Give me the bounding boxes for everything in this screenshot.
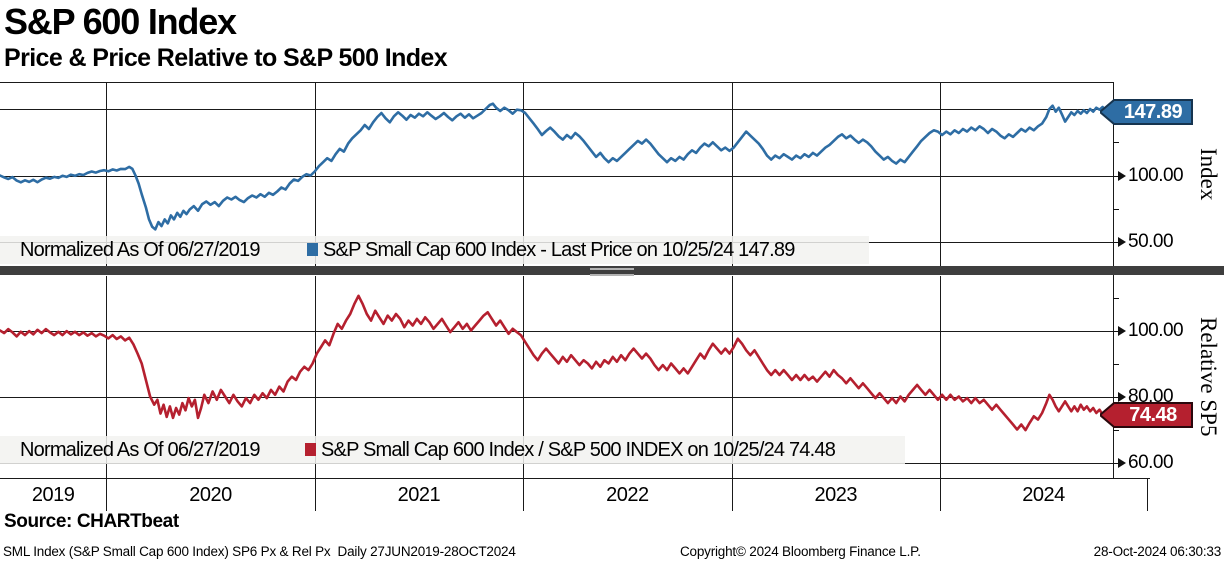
page-title: S&P 600 Index	[4, 1, 237, 42]
y-tick-label: 60.00	[1128, 451, 1174, 473]
y-axis-title-relative: Relative SP5	[1196, 317, 1221, 437]
y-tick-major	[1113, 330, 1120, 332]
x-tick-label: 2024	[1022, 484, 1065, 506]
y-gridline	[0, 396, 1113, 398]
y-tick-label: 50.00	[1128, 231, 1174, 253]
panel-splitter[interactable]	[0, 266, 1224, 275]
badge-arrow-shape	[1100, 98, 1193, 125]
y-tick-arrow-icon	[1118, 457, 1126, 468]
y-tick-major	[1113, 396, 1120, 398]
y-gridline	[0, 330, 1113, 332]
last-price-badge-index: 147.89	[1100, 98, 1194, 125]
x-tick-label: 2021	[397, 484, 441, 506]
year-gridline	[940, 276, 941, 478]
y-axis-title-index: Index	[1196, 147, 1221, 201]
x-tick-label: 2022	[606, 484, 649, 506]
y-tick-major	[1113, 175, 1120, 177]
legend-swatch-relative-icon	[305, 443, 316, 456]
y-axis-line	[1113, 82, 1114, 478]
y-tick-minor	[1113, 363, 1119, 365]
legend-normalized-label: Normalized As Of 06/27/2019	[20, 439, 260, 461]
legend-swatch-price-icon	[307, 243, 318, 256]
splitter-drag-handle-icon[interactable]	[590, 268, 634, 276]
x-tick-label: 2020	[189, 484, 232, 506]
legend-series-label-price: S&P Small Cap 600 Index - Last Price on …	[323, 239, 795, 261]
y-gridline	[0, 175, 1113, 177]
y-tick-arrow-icon	[1118, 237, 1126, 248]
footer-copyright: Copyright© 2024 Bloomberg Finance L.P.	[680, 544, 921, 559]
legend-price: Normalized As Of 06/27/2019 S&P Small Ca…	[0, 236, 869, 264]
year-divider	[314, 478, 316, 511]
legend-series-label-relative: S&P Small Cap 600 Index / S&P 500 INDEX …	[321, 439, 836, 461]
y-tick-minor	[1113, 142, 1119, 144]
y-tick-minor	[1113, 208, 1119, 210]
legend-relative: Normalized As Of 06/27/2019 S&P Small Ca…	[0, 436, 905, 464]
x-tick-label: 2019	[31, 484, 75, 506]
x-tick-label: 2023	[814, 484, 858, 506]
year-divider	[523, 478, 525, 511]
legend-normalized-label: Normalized As Of 06/27/2019	[20, 239, 260, 261]
year-divider	[106, 478, 108, 511]
y-tick-label: 100.00	[1128, 164, 1184, 186]
badge-arrow-shape	[1100, 401, 1193, 428]
plot-top-border	[0, 82, 1113, 83]
last-price-value: 147.89	[1123, 100, 1183, 123]
y-tick-major	[1113, 462, 1120, 464]
y-tick-arrow-icon	[1118, 325, 1126, 336]
y-tick-arrow-icon	[1118, 391, 1126, 402]
footer-description: SML Index (S&P Small Cap 600 Index) SP6 …	[3, 544, 516, 559]
last-price-badge-relative: 74.48	[1100, 401, 1194, 428]
page-subtitle: Price & Price Relative to S&P 500 Index	[4, 44, 448, 72]
relative-line	[0, 294, 1111, 432]
footer-timestamp: 28-Oct-2024 06:30:33	[1093, 544, 1222, 559]
y-tick-arrow-icon	[1118, 170, 1126, 181]
price-line	[0, 102, 1111, 231]
y-gridline	[0, 109, 1113, 110]
y-tick-label: 80.00	[1128, 385, 1174, 407]
year-divider	[940, 478, 941, 511]
source-label: Source: CHARTbeat	[4, 511, 179, 532]
y-tick-minor	[1113, 429, 1119, 431]
y-tick-label: 100.00	[1128, 319, 1184, 341]
last-relative-value: 74.48	[1129, 403, 1177, 426]
x-axis-line	[0, 478, 1150, 479]
year-divider	[731, 478, 733, 511]
y-tick-minor	[1113, 297, 1119, 299]
y-tick-major	[1113, 242, 1120, 244]
year-divider	[1147, 478, 1148, 511]
